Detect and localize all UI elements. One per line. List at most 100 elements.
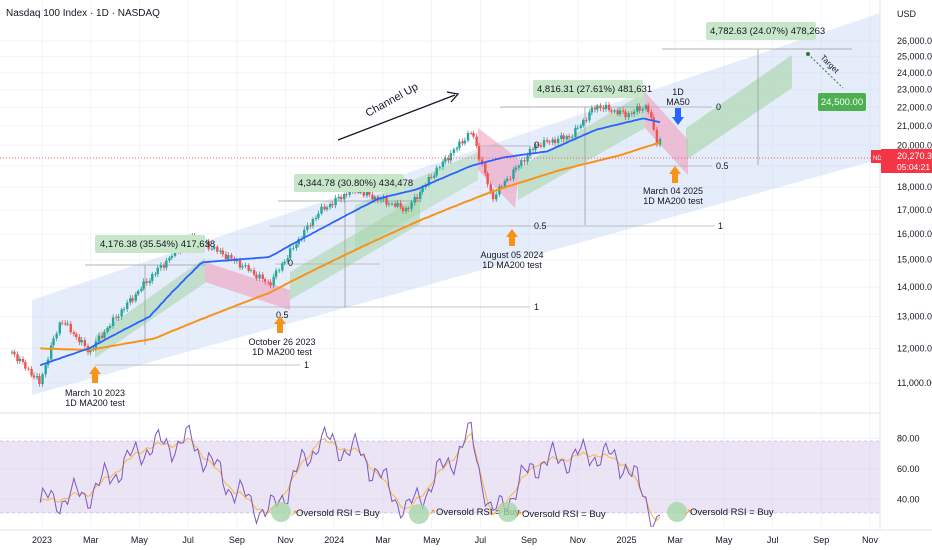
candle-body <box>323 206 326 210</box>
candle-body <box>449 153 452 161</box>
candle-body <box>252 270 256 275</box>
candle-body <box>49 345 53 360</box>
time-tick-label: Nov <box>278 535 295 545</box>
test-date-1: March 10 2023 <box>65 388 125 398</box>
candle-body <box>385 197 388 205</box>
rsi-tick-label: 40.00 <box>897 494 920 504</box>
candle-body <box>616 110 619 115</box>
candle-body <box>415 197 419 199</box>
candle-body <box>458 141 461 148</box>
time-tick-label: May <box>715 535 733 545</box>
time-tick-label: Sep <box>813 535 829 545</box>
candle-body <box>401 207 405 212</box>
candle-body <box>427 177 431 185</box>
time-tick-label: May <box>423 535 441 545</box>
test-date-2: October 26 2023 <box>248 337 315 347</box>
measurement-3: 4,816.31 (27.61%) 481,631 <box>537 84 652 95</box>
candle-body <box>357 192 360 194</box>
candle-body <box>433 175 436 178</box>
rsi-axis-ticks[interactable]: 80.00 60.00 40.00 <box>897 433 920 504</box>
candle-body <box>339 197 343 200</box>
candle-body <box>630 113 633 115</box>
candle-body <box>571 137 574 138</box>
symbol-tag: NDX <box>873 156 886 162</box>
time-tick-label: 2023 <box>32 535 52 545</box>
candle-body <box>644 105 648 109</box>
up-arrow-icon <box>506 229 518 246</box>
buy-signal-icon: ↗ <box>428 507 436 517</box>
candle-body <box>103 331 106 338</box>
time-tick-label: Jul <box>475 535 487 545</box>
candle-body <box>509 178 512 180</box>
time-tick-label: Jul <box>182 535 194 545</box>
time-tick-label: Mar <box>375 535 391 545</box>
test-date-3: August 05 2024 <box>480 250 543 260</box>
candle-body <box>272 276 275 286</box>
candle-body <box>480 159 484 164</box>
candle-body <box>52 338 55 346</box>
oversold-circle-1 <box>271 502 291 522</box>
candle-body <box>500 186 503 188</box>
candle-body <box>362 192 366 196</box>
candle-body <box>120 309 123 317</box>
test-label-2: 1D MA200 test <box>252 347 312 357</box>
candle-body <box>337 197 340 199</box>
time-axis-ticks[interactable]: 2023 Mar May Jul Sep Nov 2024 Mar May Jul Sep Nov 20… <box>32 535 879 545</box>
candle-body <box>219 250 222 252</box>
candle-body <box>100 335 104 338</box>
candle-body <box>224 254 228 260</box>
candle-body <box>247 265 250 271</box>
fib-label-05b: 0.5 <box>534 221 547 231</box>
rsi-signal-2: Oversold RSI = Buy <box>436 507 520 518</box>
fib-label-0c: 0 <box>716 102 721 112</box>
candle-body <box>80 340 83 343</box>
candle-body <box>517 165 521 168</box>
candle-body <box>255 274 258 279</box>
price-tick-label: 20,000.00 <box>897 140 932 150</box>
candle-body <box>379 199 383 201</box>
price-tick-label: 14,000.00 <box>897 282 932 292</box>
time-tick-label: Mar <box>83 535 99 545</box>
candle-body <box>469 133 473 134</box>
candle-body <box>306 225 309 230</box>
time-tick-label: Mar <box>667 535 683 545</box>
measure-lines <box>85 48 852 345</box>
candle-body <box>238 260 242 268</box>
candle-body <box>156 267 159 274</box>
candle-body <box>261 274 264 280</box>
candle-body <box>472 133 475 137</box>
currency-label[interactable]: USD <box>897 9 917 19</box>
candle-body <box>58 322 61 334</box>
test-label-3: 1D MA200 test <box>482 260 542 270</box>
channel-up <box>32 13 880 395</box>
fib-label-05c: 0.5 <box>716 161 729 171</box>
candle-body <box>145 281 148 284</box>
candle-body <box>551 139 554 143</box>
rsi-signal-4: Oversold RSI = Buy <box>690 507 774 518</box>
buy-signal-icon: ↗ <box>684 507 692 517</box>
candle-body <box>562 135 565 140</box>
candle-body <box>534 144 537 150</box>
candle-body <box>159 265 163 268</box>
candle-body <box>235 260 239 262</box>
candle-body <box>311 219 315 226</box>
candle-body <box>30 368 33 376</box>
candle-body <box>309 225 312 227</box>
time-tick-label: Sep <box>521 535 537 545</box>
candle-body <box>325 207 329 210</box>
price-tick-label: 24,000.00 <box>897 68 932 78</box>
candle-body <box>621 110 625 112</box>
candle-body <box>387 203 391 205</box>
candle-body <box>632 111 636 114</box>
candle-body <box>151 274 154 281</box>
time-tick-label: Nov <box>570 535 587 545</box>
candle-body <box>44 365 47 375</box>
candle-body <box>396 202 399 207</box>
candle-body <box>263 279 267 282</box>
candle-body <box>78 336 81 343</box>
candle-body <box>565 136 568 140</box>
time-tick-label: Sep <box>229 535 245 545</box>
candle-body <box>331 204 334 206</box>
price-axis-background <box>880 0 932 550</box>
down-arrow-icon <box>672 108 684 125</box>
